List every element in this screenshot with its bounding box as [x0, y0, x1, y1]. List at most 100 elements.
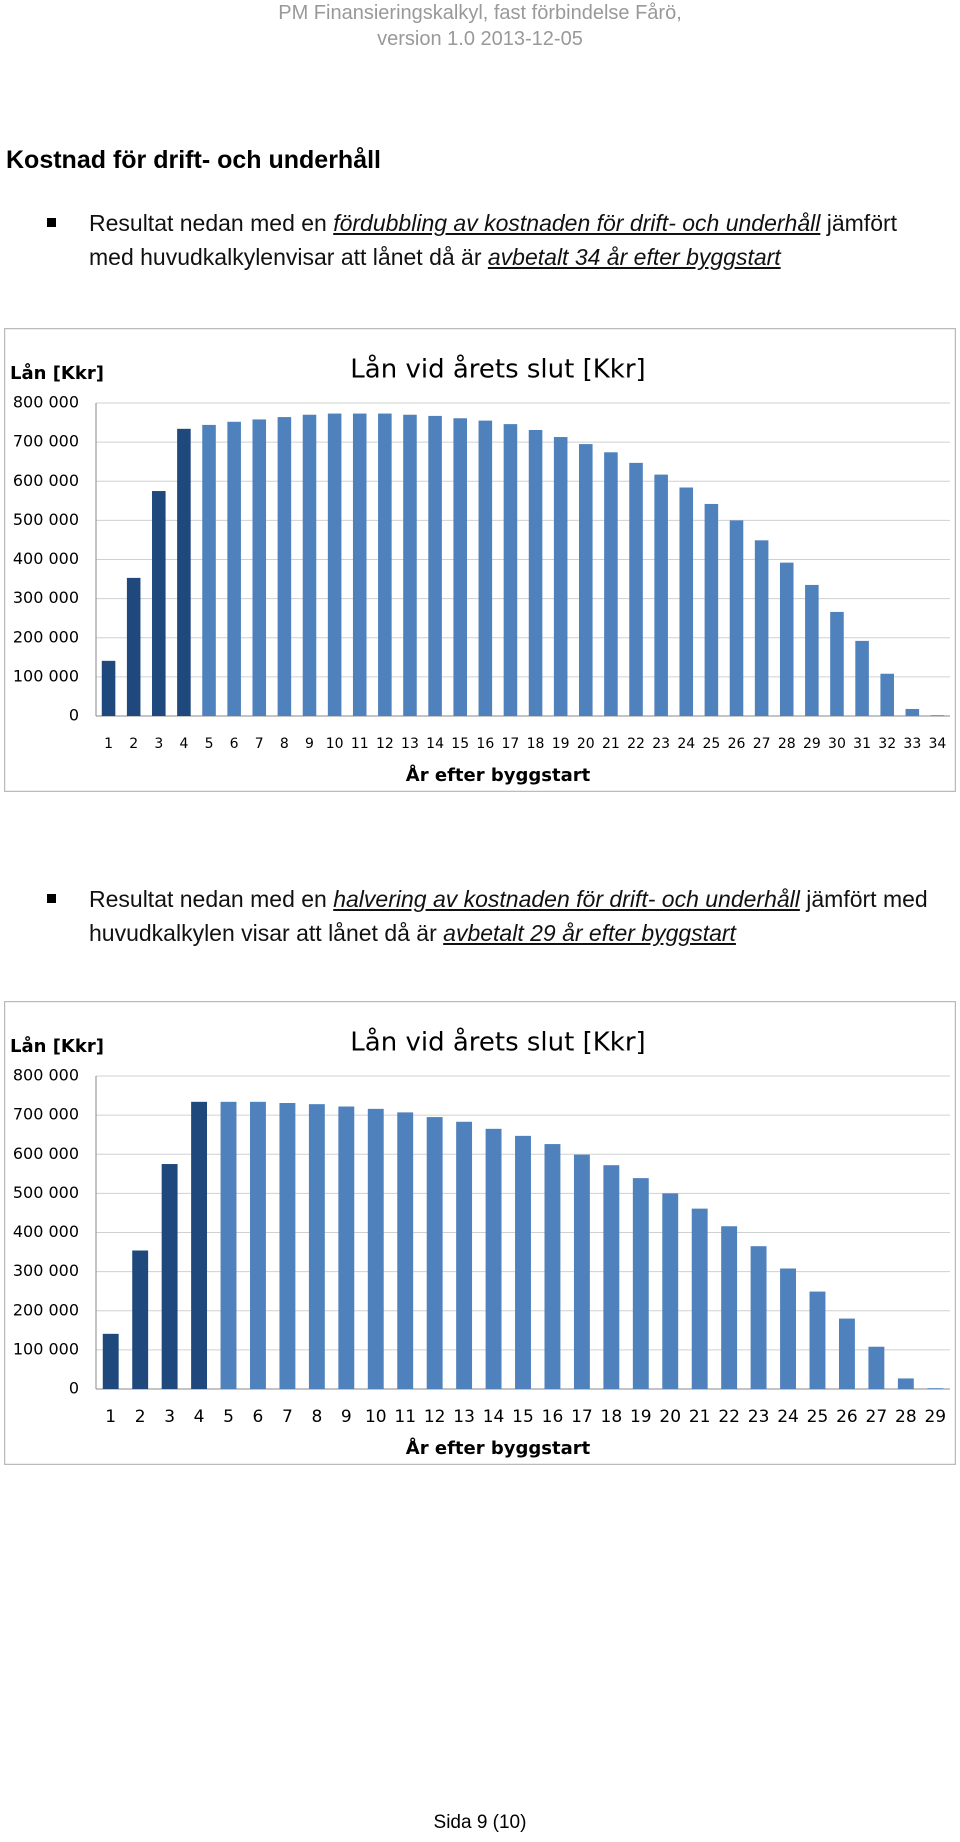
x-tick-label: 11	[394, 1407, 416, 1427]
emphasis: halvering av kostnaden för drift- och un…	[333, 886, 800, 912]
x-tick-label: 9	[305, 736, 314, 752]
x-tick-label: 30	[828, 736, 846, 752]
x-axis-title: År efter byggstart	[406, 1436, 591, 1459]
x-tick-label: 3	[154, 736, 163, 752]
x-tick-label: 2	[135, 1407, 146, 1427]
bar	[367, 1108, 384, 1389]
bar	[897, 1378, 914, 1389]
x-tick-label: 12	[376, 736, 394, 752]
chart: Lån vid årets slut [Kkr] Lån [Kkr] År efte…	[4, 1001, 956, 1465]
bar	[485, 1128, 502, 1389]
x-tick-label: 20	[577, 736, 595, 752]
x-tick-label: 4	[179, 736, 188, 752]
bar	[152, 491, 166, 716]
x-tick-label: 5	[223, 1407, 234, 1427]
y-tick-label: 100 000	[13, 1339, 79, 1358]
x-tick-label: 6	[230, 736, 239, 752]
bar	[603, 1165, 620, 1389]
chart-title: Lån vid årets slut [Kkr]	[350, 1027, 645, 1058]
x-tick-label: 4	[194, 1407, 205, 1427]
x-axis-title: År efter byggstart	[406, 763, 591, 786]
bar	[101, 660, 116, 716]
bar	[604, 452, 618, 716]
bar	[809, 1291, 826, 1389]
x-tick-label: 17	[571, 1407, 593, 1427]
y-tick-label: 800 000	[13, 393, 79, 412]
bar	[629, 462, 643, 716]
bar	[338, 1106, 355, 1389]
x-tick-label: 1	[105, 1407, 116, 1427]
y-tick-label: 100 000	[13, 666, 79, 685]
bar	[503, 424, 518, 716]
heading: Kostnad för drift- och underhåll	[6, 146, 381, 174]
y-tick-label: 0	[69, 706, 79, 725]
bar	[805, 584, 819, 716]
bar	[868, 1346, 885, 1389]
bar	[632, 1178, 649, 1389]
y-tick-label: 500 000	[13, 1183, 79, 1202]
bar	[279, 1102, 296, 1389]
page-footer: Sida 9 (10)	[433, 1812, 527, 1833]
bar	[102, 1333, 119, 1389]
x-tick-label: 8	[311, 1407, 322, 1427]
bar	[352, 413, 367, 716]
y-axis-title: Lån [Kkr]	[10, 1035, 104, 1057]
x-tick-label: 5	[205, 736, 214, 752]
bar	[691, 1208, 708, 1389]
x-tick-label: 26	[836, 1407, 858, 1427]
y-tick-label: 700 000	[13, 432, 79, 451]
x-tick-label: 34	[929, 736, 947, 752]
bar	[754, 540, 769, 716]
bar	[528, 429, 543, 716]
x-tick-label: 14	[426, 736, 444, 752]
header-line: version 1.0 2013-12-05	[377, 28, 583, 50]
bar	[579, 444, 593, 716]
bar	[855, 640, 869, 716]
emphasis: avbetalt 29 år efter byggstart	[443, 920, 736, 946]
x-tick-label: 31	[853, 736, 871, 752]
x-tick-label: 21	[602, 736, 620, 752]
bar	[126, 577, 141, 716]
x-tick-label: 7	[282, 1407, 293, 1427]
x-tick-label: 12	[424, 1407, 446, 1427]
bar	[177, 428, 191, 716]
bar	[426, 1117, 443, 1389]
x-tick-label: 9	[341, 1407, 352, 1427]
x-tick-label: 20	[659, 1407, 681, 1427]
y-tick-label: 600 000	[13, 471, 79, 490]
x-tick-label: 24	[777, 1407, 799, 1427]
x-tick-label: 13	[453, 1407, 475, 1427]
text: jämfört med huvudkalkylen visar att låne…	[89, 886, 928, 946]
bar	[662, 1193, 679, 1389]
text: Resultat nedan med en	[89, 210, 334, 236]
x-tick-label: 19	[552, 736, 570, 752]
emphasis: avbetalt 34 år efter byggstart	[487, 244, 781, 270]
bar	[750, 1246, 767, 1389]
x-tick-label: 14	[483, 1407, 505, 1427]
x-tick-label: 19	[630, 1407, 652, 1427]
x-tick-label: 18	[601, 1407, 623, 1427]
emphasis: fördubbling av kostnaden för drift- och …	[333, 210, 821, 236]
bar	[515, 1135, 531, 1389]
bar	[277, 417, 292, 716]
x-tick-label: 11	[351, 736, 369, 752]
x-tick-label: 16	[542, 1407, 564, 1427]
bar	[428, 415, 442, 716]
y-tick-label: 200 000	[13, 627, 79, 646]
bar	[378, 413, 392, 716]
bar	[553, 437, 568, 716]
y-tick-label: 600 000	[13, 1144, 79, 1163]
bar	[453, 418, 467, 716]
x-tick-label: 28	[778, 736, 796, 752]
page-header: PM Finansieringskalkyl, fast förbindelse…	[0, 0, 960, 52]
bar	[327, 413, 342, 716]
x-tick-label: 26	[728, 736, 746, 752]
x-tick-label: 6	[253, 1407, 264, 1427]
bullet: Resultat nedan med en fördubbling av kos…	[47, 206, 939, 274]
bar	[780, 1268, 796, 1389]
x-tick-label: 2	[129, 736, 138, 752]
x-tick-label: 21	[689, 1407, 711, 1427]
bar	[202, 424, 216, 716]
y-tick-label: 0	[69, 1379, 79, 1398]
chart-border	[4, 1001, 956, 1465]
